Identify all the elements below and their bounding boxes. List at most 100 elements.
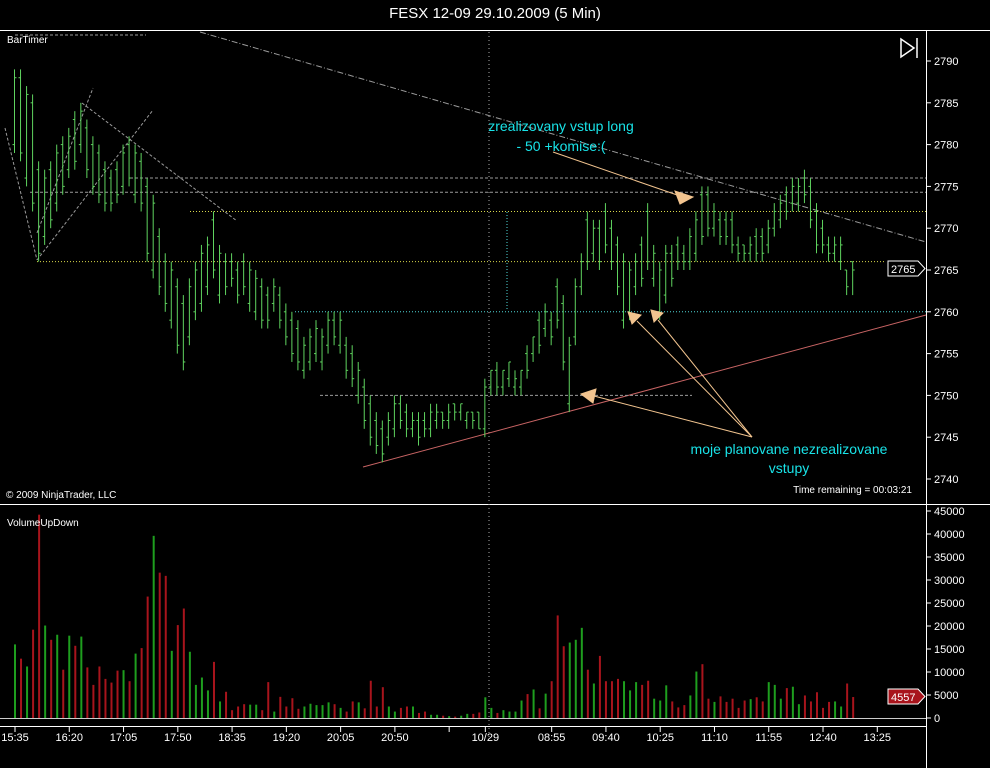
price-bar bbox=[187, 278, 192, 346]
volume-bar bbox=[225, 691, 228, 718]
volume-bar bbox=[80, 636, 83, 718]
volume-bar bbox=[448, 716, 451, 718]
price-bar bbox=[693, 211, 698, 262]
price-bar bbox=[344, 336, 349, 379]
drawing-objects[interactable] bbox=[4, 31, 927, 468]
annotation-planned-line2[interactable]: vstupy bbox=[769, 460, 809, 476]
volume-tick-label: 35000 bbox=[934, 552, 965, 564]
volume-bar bbox=[592, 683, 595, 718]
time-tick-label: 09:40 bbox=[592, 732, 620, 744]
price-bar bbox=[585, 211, 590, 270]
volume-bar bbox=[641, 684, 644, 718]
time-tick-label: 12:40 bbox=[809, 732, 837, 744]
price-bar bbox=[476, 411, 481, 430]
price-bar bbox=[573, 278, 578, 346]
horizontal-lines[interactable] bbox=[30, 177, 926, 396]
window-title: FESX 12-09 29.10.2009 (5 Min) bbox=[0, 0, 990, 28]
volume-bar bbox=[731, 698, 734, 718]
price-tick-label: 2785 bbox=[934, 98, 958, 110]
volume-tick-label: 20000 bbox=[934, 621, 965, 633]
volume-bar bbox=[556, 615, 559, 718]
price-bar bbox=[181, 295, 186, 371]
volume-bar bbox=[460, 715, 463, 718]
price-bar bbox=[175, 278, 180, 354]
price-bar bbox=[512, 370, 517, 396]
price-bar bbox=[736, 236, 741, 262]
price-bar bbox=[350, 345, 355, 388]
trendline-support[interactable] bbox=[362, 314, 927, 468]
price-bar bbox=[531, 336, 536, 362]
trendline-c[interactable] bbox=[36, 87, 94, 234]
price-bar bbox=[718, 211, 723, 245]
price-bar bbox=[163, 253, 168, 312]
price-bar bbox=[730, 211, 735, 254]
volume-bar bbox=[50, 639, 53, 718]
volume-bar bbox=[14, 644, 16, 718]
time-tick-label: 16:20 bbox=[56, 732, 84, 744]
volume-bar bbox=[267, 682, 270, 718]
price-bar bbox=[790, 178, 795, 212]
volume-bar bbox=[815, 692, 818, 718]
price-bar bbox=[271, 278, 276, 312]
price-bar bbox=[223, 253, 228, 296]
price-bar bbox=[259, 278, 264, 329]
price-bar bbox=[808, 178, 813, 229]
price-axis[interactable]: 2740 2745 2750 2755 2760 2765 2770 2775 2780 2785… bbox=[926, 56, 958, 486]
price-bar bbox=[711, 203, 716, 237]
time-tick-label: 10:25 bbox=[646, 732, 674, 744]
volume-bar bbox=[598, 655, 601, 718]
volume-bar bbox=[840, 706, 843, 718]
play-to-end-icon[interactable] bbox=[900, 37, 918, 59]
price-bar bbox=[561, 295, 566, 371]
price-bar bbox=[169, 261, 174, 329]
volume-bar bbox=[363, 708, 366, 718]
volume-bar bbox=[273, 711, 276, 718]
last-volume-marker: 4557 bbox=[887, 688, 926, 705]
price-bar bbox=[663, 244, 668, 304]
time-tick-label: 11:10 bbox=[701, 732, 728, 744]
price-bar bbox=[253, 270, 258, 321]
time-axis[interactable]: 15:35 16:20 17:05 17:50 18:35 19:20 20:05 20:50… bbox=[1, 727, 891, 744]
price-bar bbox=[235, 261, 240, 304]
volume-axis[interactable]: 0 5000 10000 15000 20000 25000 30000 35000 40000… bbox=[926, 506, 965, 725]
volume-bar bbox=[454, 716, 457, 718]
price-bar bbox=[362, 378, 367, 429]
price-bar bbox=[289, 311, 294, 362]
volume-bar bbox=[737, 707, 740, 718]
price-bar bbox=[398, 395, 403, 429]
bartimer-label: BarTimer bbox=[7, 35, 48, 46]
price-bar bbox=[121, 144, 126, 195]
volume-bar bbox=[496, 712, 499, 718]
price-bar bbox=[416, 412, 421, 446]
volume-bar bbox=[430, 714, 433, 718]
volume-bar bbox=[550, 681, 553, 718]
price-bar bbox=[452, 403, 457, 421]
volume-bar bbox=[279, 696, 282, 718]
volume-bar bbox=[92, 684, 95, 718]
annotation-realized-line1[interactable]: zrealizovany vstup long bbox=[488, 118, 634, 134]
volume-bar bbox=[852, 697, 855, 718]
price-bar bbox=[555, 278, 560, 329]
price-tick-label: 2760 bbox=[934, 307, 958, 319]
volume-bar bbox=[327, 702, 330, 718]
trendline-d[interactable] bbox=[81, 102, 238, 222]
price-bar bbox=[525, 345, 530, 379]
volume-bar bbox=[291, 698, 294, 718]
volume-bar bbox=[387, 706, 390, 718]
volume-bar bbox=[610, 681, 613, 718]
volume-bar bbox=[405, 706, 408, 718]
volume-bar bbox=[502, 710, 505, 718]
trendline-a[interactable] bbox=[4, 127, 38, 261]
volume-bar bbox=[243, 704, 246, 718]
trendline-b[interactable] bbox=[36, 109, 154, 261]
volume-bar bbox=[562, 646, 565, 718]
annotation-planned-line1[interactable]: moje planovane nezrealizovane bbox=[691, 441, 888, 457]
volume-bar bbox=[785, 688, 788, 718]
price-bar bbox=[651, 244, 656, 287]
annotation-realized-line2[interactable]: - 50 +komise:( bbox=[516, 138, 605, 154]
trendline-resistance[interactable] bbox=[199, 31, 927, 243]
time-tick-label: 08:55 bbox=[538, 732, 566, 744]
last-volume-value: 4557 bbox=[891, 692, 915, 704]
volume-bar bbox=[713, 701, 716, 718]
